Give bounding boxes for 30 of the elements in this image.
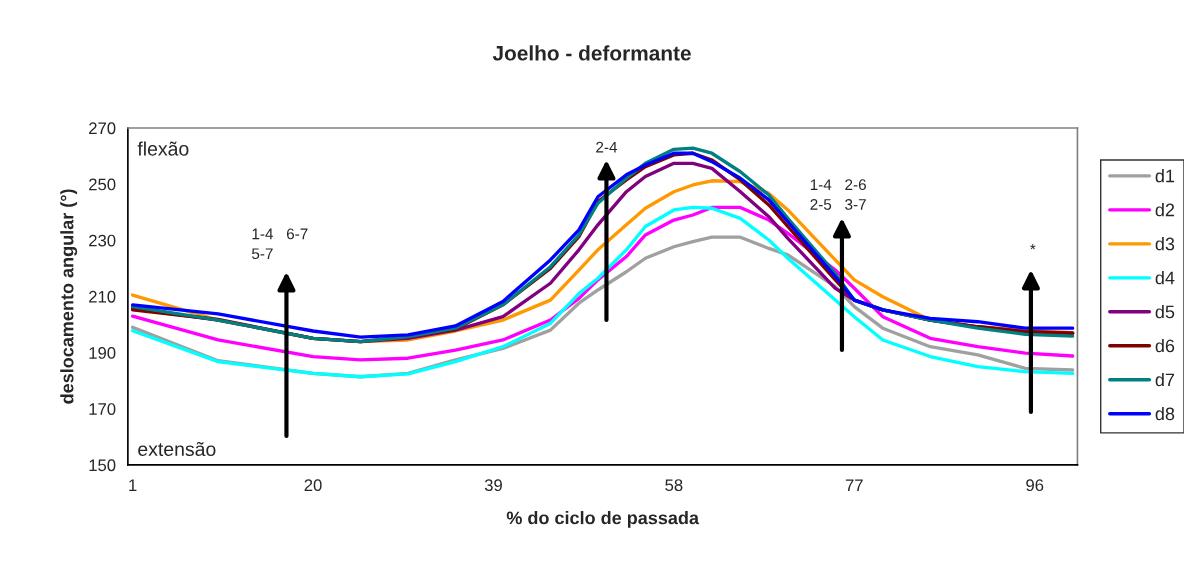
x-tick-label: 96 [1026,479,1044,492]
legend-label: d6 [1155,339,1175,353]
y-tick-label: 230 [89,234,116,247]
x-tick-label: 77 [845,479,863,491]
y-tick-label: 190 [89,347,116,359]
chart-title: Joelho - deformante [492,45,691,61]
annotation: 2-4 [596,141,618,153]
annotation: 1-4 6-7 5-7 [251,228,308,260]
x-tick-label: 58 [665,479,683,492]
annotation: extensão [138,441,216,457]
annotation: * [1030,244,1036,250]
x-tick-label: 39 [484,479,502,492]
legend-label: d5 [1155,305,1175,319]
y-tick-label: 170 [89,403,116,415]
legend-label: d1 [1155,169,1175,183]
annotation: 1-4 2-6 2-5 3-7 [810,179,866,210]
legend-label: d2 [1155,203,1175,217]
y-tick-label: 150 [89,459,116,472]
legend-label: d8 [1155,406,1175,421]
x-tick-label: 20 [304,479,322,492]
x-tick-label: 1 [129,479,137,491]
legend-label: d7 [1155,372,1175,387]
x-axis-title: % do ciclo de passada [506,511,700,528]
y-tick-label: 270 [89,122,116,135]
y-axis-title: deslocamento angular (°) [60,189,78,404]
y-tick-label: 210 [89,290,116,303]
y-tick-label: 250 [89,178,116,191]
legend-label: d4 [1155,271,1175,285]
legend-label: d3 [1155,237,1175,251]
annotation: flexão [137,141,189,156]
